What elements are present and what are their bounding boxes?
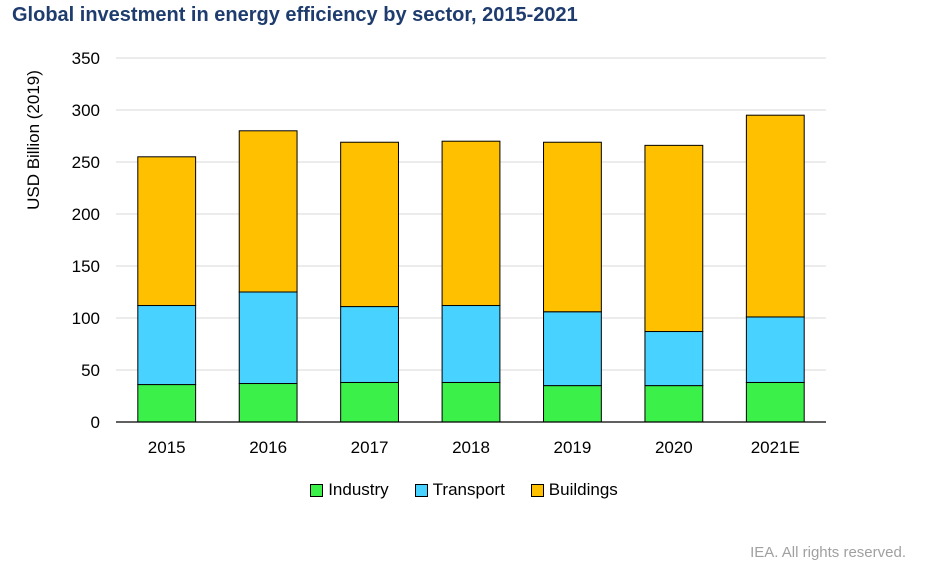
bar-industry-2016 <box>238 383 298 423</box>
y-axis-label: USD Billion (2019) <box>24 70 43 210</box>
y-tick-label: 0 <box>91 413 100 432</box>
bar-buildings-2018 <box>441 140 501 307</box>
x-tick-label: 2019 <box>554 438 592 457</box>
bar-transport-2018 <box>441 305 501 383</box>
bar-transport-2015 <box>137 305 197 386</box>
bar-buildings-2016 <box>238 130 298 293</box>
chart-title: Global investment in energy efficiency b… <box>12 4 578 26</box>
legend: Industry Transport Buildings <box>0 480 928 500</box>
copyright-note: IEA. All rights reserved. <box>750 544 906 561</box>
y-tick-label: 150 <box>72 257 100 276</box>
y-tick-label: 200 <box>72 205 100 224</box>
legend-item-buildings: Buildings <box>530 480 618 500</box>
legend-swatch-transport <box>414 483 428 497</box>
bar-transport-2019 <box>543 311 602 387</box>
bar-buildings-2019 <box>543 141 602 313</box>
x-tick-label: 2020 <box>655 438 693 457</box>
y-tick-label: 100 <box>72 309 100 328</box>
x-tick-label: 2015 <box>148 438 186 457</box>
legend-item-industry: Industry <box>310 480 389 500</box>
bar-industry-2015 <box>137 384 197 423</box>
bar-transport-2021e <box>745 316 805 383</box>
bar-buildings-2017 <box>340 141 399 308</box>
legend-swatch-industry <box>310 483 324 497</box>
y-axis-ticks: 0 50 100 150 200 250 300 350 <box>72 49 100 432</box>
legend-item-transport: Transport <box>414 480 505 500</box>
legend-label-buildings: Buildings <box>548 480 618 499</box>
bar-industry-2021e <box>745 381 805 423</box>
y-tick-label: 300 <box>72 101 100 120</box>
y-tick-label: 250 <box>72 153 100 172</box>
bar-industry-2020 <box>644 385 704 423</box>
x-tick-label: 2017 <box>351 438 389 457</box>
bar-transport-2020 <box>644 331 704 387</box>
x-tick-label: 2016 <box>249 438 287 457</box>
bar-industry-2017 <box>340 381 399 423</box>
bar-buildings-2021e <box>745 114 805 318</box>
bar-industry-2018 <box>441 381 501 423</box>
legend-label-industry: Industry <box>328 480 389 499</box>
bar-industry-2019 <box>543 385 602 423</box>
bar-buildings-2020 <box>644 144 704 333</box>
bar-transport-2017 <box>340 306 399 383</box>
y-tick-label: 50 <box>81 361 100 380</box>
legend-label-transport: Transport <box>432 480 505 499</box>
x-tick-label: 2021E <box>751 438 800 457</box>
x-axis-ticks: 2015 2016 2017 2018 2019 2020 2021E <box>148 438 800 457</box>
bar-transport-2016 <box>238 291 298 385</box>
y-tick-label: 350 <box>72 49 100 68</box>
x-tick-label: 2018 <box>452 438 490 457</box>
bar-buildings-2015 <box>137 156 197 307</box>
bars <box>137 114 805 423</box>
legend-swatch-buildings <box>530 483 544 497</box>
